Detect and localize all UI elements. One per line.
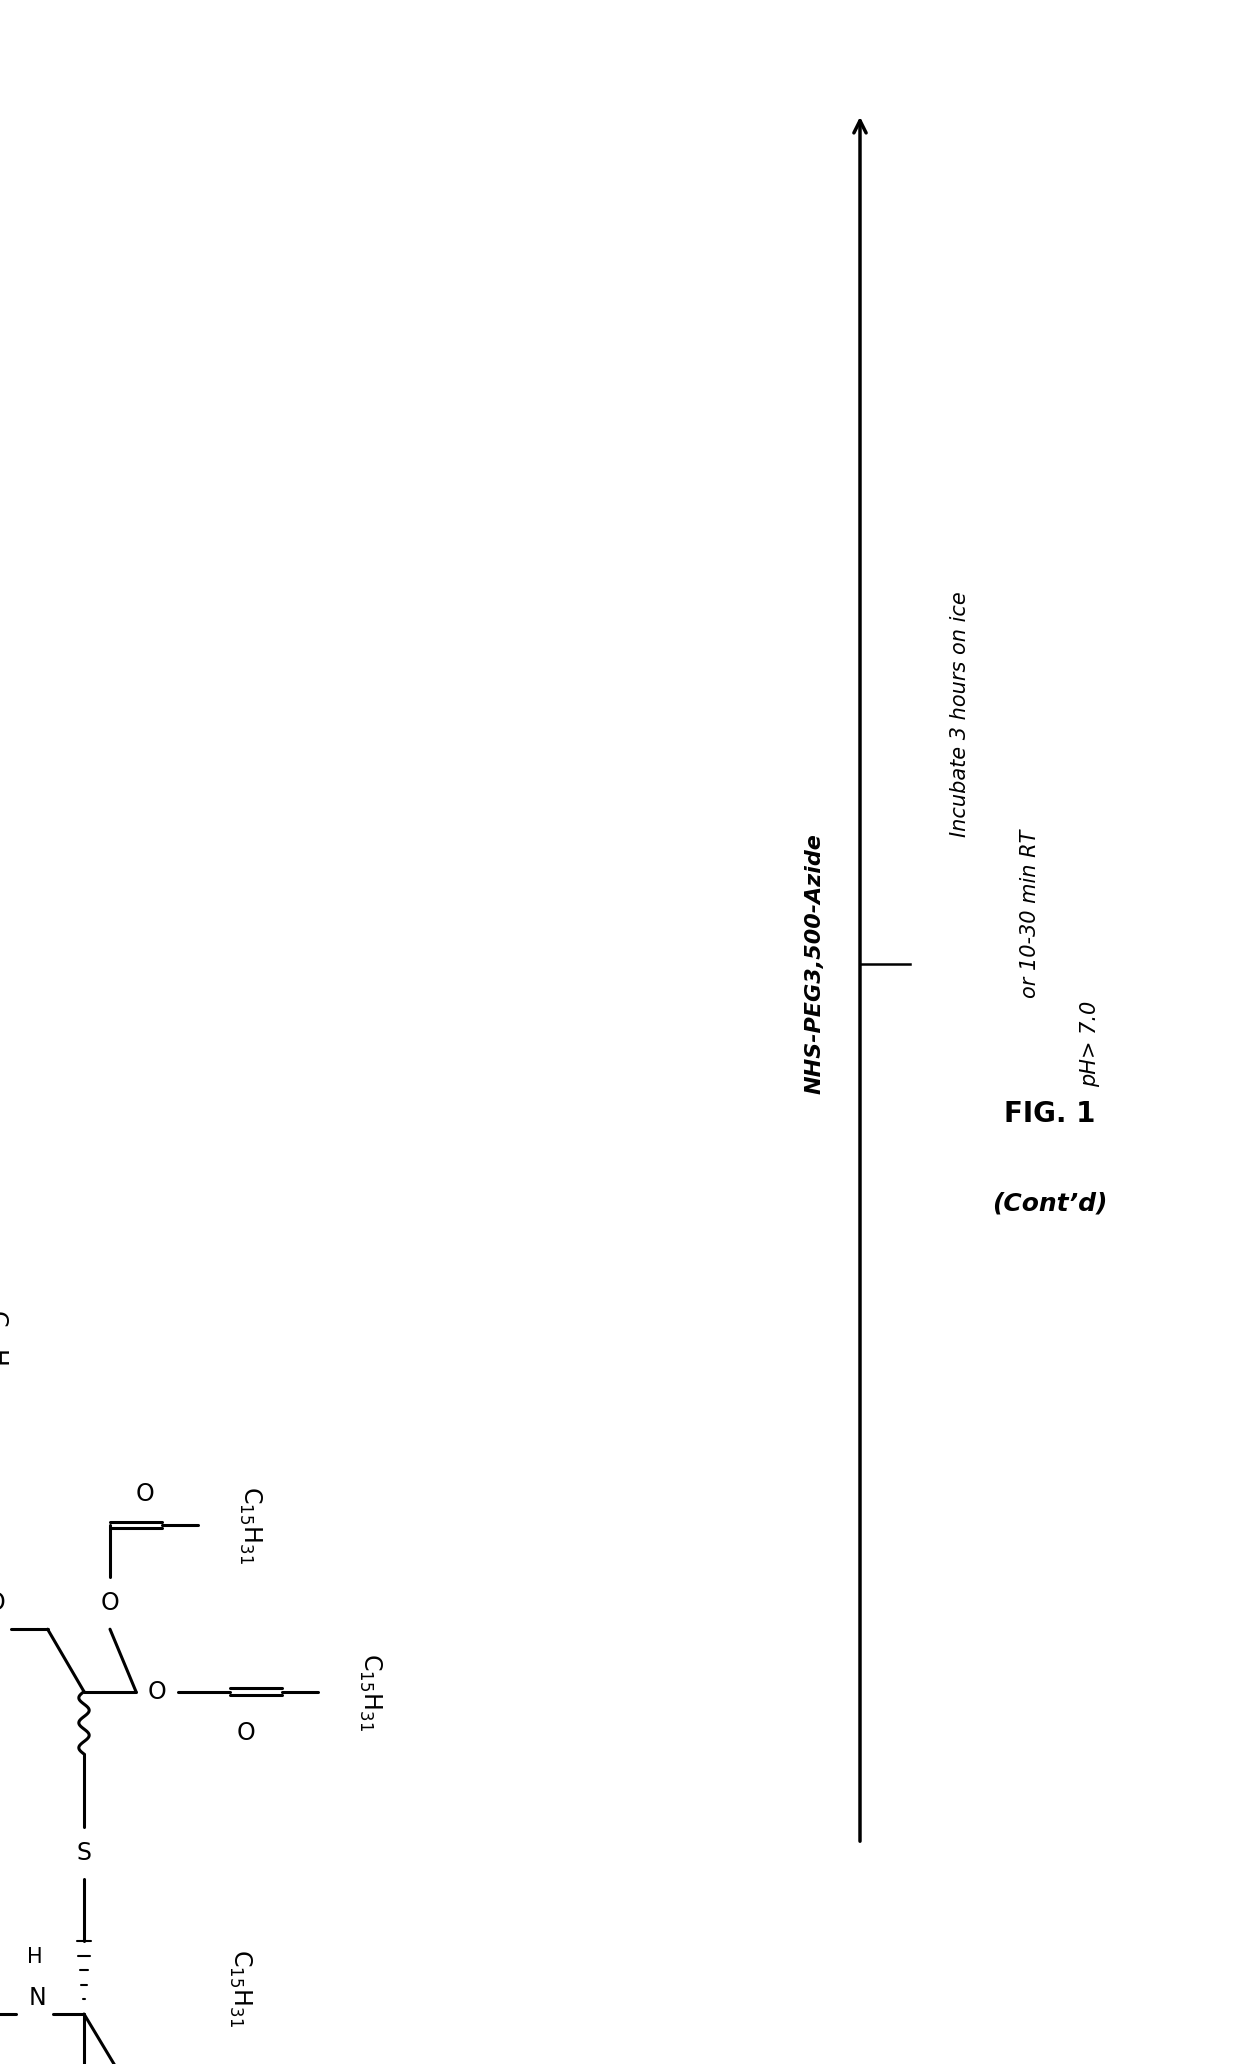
Text: O: O: [148, 1680, 166, 1703]
Text: C$_{15}$H$_{31}$: C$_{15}$H$_{31}$: [227, 1948, 253, 2027]
Text: or 10-30 min RT: or 10-30 min RT: [1021, 830, 1040, 999]
Text: O: O: [136, 1482, 155, 1507]
Text: (Cont’d): (Cont’d): [992, 1193, 1107, 1216]
Text: S: S: [77, 1841, 92, 1864]
Text: C$_{15}$H$_{31}$: C$_{15}$H$_{31}$: [237, 1486, 263, 1565]
Text: N: N: [29, 1986, 46, 2010]
Text: C$_{15}$H$_{31}$: C$_{15}$H$_{31}$: [0, 1309, 9, 1387]
Text: Incubate 3 hours on ice: Incubate 3 hours on ice: [950, 590, 970, 836]
Text: pH> 7.0: pH> 7.0: [1080, 1001, 1100, 1088]
Text: O: O: [237, 1721, 255, 1746]
Text: NHS-PEG3,500-Azide: NHS-PEG3,500-Azide: [805, 834, 825, 1094]
Text: O: O: [100, 1591, 119, 1616]
Text: H: H: [27, 1946, 42, 1967]
Text: FIG. 1: FIG. 1: [1004, 1100, 1096, 1129]
Text: C$_{15}$H$_{31}$: C$_{15}$H$_{31}$: [357, 1653, 383, 1730]
Text: O: O: [0, 1591, 5, 1616]
